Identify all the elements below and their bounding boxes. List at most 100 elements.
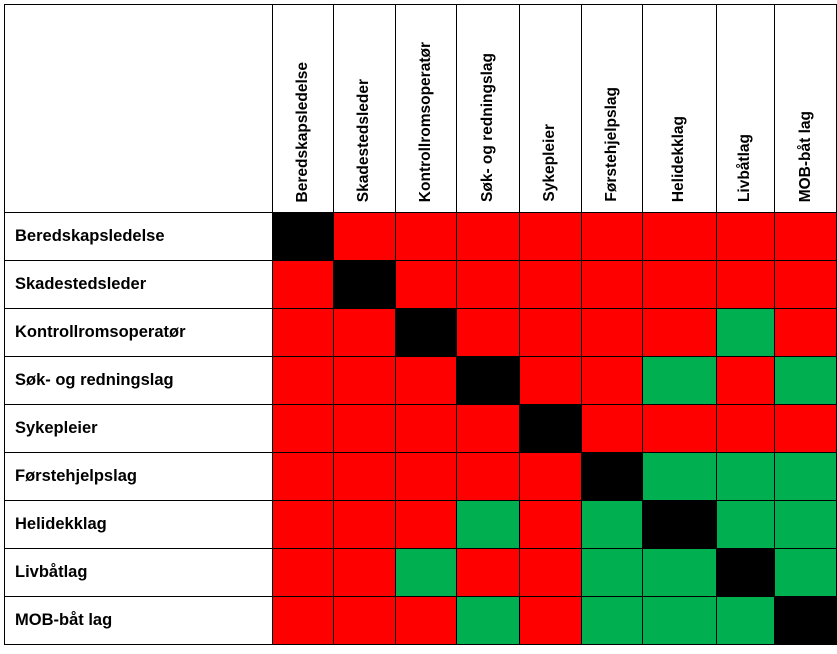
role-matrix-table: Beredskapsledelse Skadestedsleder Kontro… — [3, 4, 837, 645]
matrix-cell-red — [715, 260, 776, 309]
matrix-row: Kontrollromsoperatør — [3, 308, 837, 357]
matrix-cell-red — [642, 404, 717, 453]
matrix-cell-red — [518, 260, 582, 309]
column-header: Livbåtlag — [715, 4, 776, 213]
matrix-cell-red — [333, 548, 396, 597]
matrix-cell-green — [715, 308, 776, 357]
matrix-cell-green — [394, 548, 458, 597]
matrix-cell-red — [272, 308, 335, 357]
row-header: Søk- og redningslag — [3, 356, 274, 405]
matrix-cell-green — [642, 452, 717, 501]
matrix-cell-green — [642, 596, 717, 645]
column-header: Beredskapsledelse — [272, 4, 335, 213]
matrix-cell-red — [580, 212, 644, 261]
matrix-cell-red — [774, 212, 837, 261]
matrix-row: Helidekklag — [3, 500, 837, 549]
column-header-label: MOB-båt lag — [796, 110, 814, 202]
matrix-cell-red — [272, 548, 335, 597]
row-header: Sykepleier — [3, 404, 274, 453]
matrix-cell-green — [715, 500, 776, 549]
matrix-cell-red — [715, 356, 776, 405]
column-header: Kontrollromsoperatør — [394, 4, 458, 213]
matrix-cell-diagonal — [272, 212, 335, 261]
row-header: MOB-båt lag — [3, 596, 274, 645]
column-header: Skadestedsleder — [333, 4, 396, 213]
matrix-cell-diagonal — [580, 452, 644, 501]
matrix-cell-red — [518, 212, 582, 261]
column-header: Helidekklag — [642, 4, 717, 213]
matrix-cell-red — [518, 308, 582, 357]
matrix-cell-diagonal — [456, 356, 520, 405]
matrix-cell-green — [774, 452, 837, 501]
matrix-cell-green — [642, 356, 717, 405]
matrix-row: MOB-båt lag — [3, 596, 837, 645]
matrix-cell-red — [394, 452, 458, 501]
matrix-cell-green — [456, 500, 520, 549]
matrix-cell-red — [394, 596, 458, 645]
matrix-cell-red — [394, 212, 458, 261]
column-header: Sykepleier — [518, 4, 582, 213]
row-header: Førstehjelpslag — [3, 452, 274, 501]
row-header: Kontrollromsoperatør — [3, 308, 274, 357]
column-header: MOB-båt lag — [774, 4, 837, 213]
matrix-cell-green — [580, 596, 644, 645]
row-header: Beredskapsledelse — [3, 212, 274, 261]
matrix-cell-red — [518, 596, 582, 645]
row-header: Helidekklag — [3, 500, 274, 549]
matrix-cell-red — [518, 548, 582, 597]
matrix-body: Beredskapsledelse Skadestedsleder Kontroll… — [3, 212, 837, 645]
matrix-row: Sykepleier — [3, 404, 837, 453]
matrix-cell-diagonal — [394, 308, 458, 357]
column-header-label: Førstehjelpslag — [602, 87, 620, 202]
matrix-cell-diagonal — [715, 548, 776, 597]
matrix-cell-green — [580, 548, 644, 597]
matrix-cell-red — [394, 404, 458, 453]
matrix-cell-red — [272, 596, 335, 645]
matrix-row: Skadestedsleder — [3, 260, 837, 309]
matrix-cell-green — [774, 548, 837, 597]
column-header-label: Skadestedsleder — [355, 78, 373, 202]
matrix-cell-green — [715, 452, 776, 501]
matrix-cell-green — [715, 596, 776, 645]
matrix-cell-red — [456, 212, 520, 261]
matrix-cell-red — [333, 452, 396, 501]
matrix-cell-green — [456, 596, 520, 645]
matrix-cell-red — [715, 212, 776, 261]
matrix-cell-red — [518, 452, 582, 501]
matrix-cell-red — [774, 308, 837, 357]
corner-cell — [3, 4, 274, 213]
matrix-cell-red — [580, 404, 644, 453]
column-header-label: Kontrollromsoperatør — [416, 41, 434, 202]
row-header: Skadestedsleder — [3, 260, 274, 309]
matrix-cell-red — [715, 404, 776, 453]
matrix-cell-red — [272, 452, 335, 501]
matrix-cell-red — [642, 212, 717, 261]
matrix-cell-red — [456, 404, 520, 453]
matrix-cell-diagonal — [333, 260, 396, 309]
column-header: Søk- og redningslag — [456, 4, 520, 213]
column-header-label: Sykepleier — [541, 124, 559, 202]
matrix-cell-red — [456, 308, 520, 357]
matrix-cell-red — [456, 452, 520, 501]
matrix-cell-red — [333, 596, 396, 645]
matrix-cell-red — [456, 260, 520, 309]
matrix-cell-red — [333, 356, 396, 405]
column-header-label: Livbåtlag — [736, 133, 754, 202]
matrix-cell-red — [394, 356, 458, 405]
matrix-cell-diagonal — [642, 500, 717, 549]
matrix-cell-red — [333, 404, 396, 453]
matrix-cell-red — [580, 260, 644, 309]
matrix-cell-red — [333, 500, 396, 549]
matrix-cell-green — [774, 500, 837, 549]
matrix-cell-red — [394, 260, 458, 309]
matrix-cell-red — [272, 500, 335, 549]
column-header-label: Søk- og redningslag — [479, 53, 497, 202]
matrix-cell-red — [642, 260, 717, 309]
matrix-cell-red — [518, 500, 582, 549]
matrix-cell-green — [774, 356, 837, 405]
matrix-row: Førstehjelpslag — [3, 452, 837, 501]
column-header: Førstehjelpslag — [580, 4, 644, 213]
matrix-cell-red — [333, 212, 396, 261]
matrix-row: Livbåtlag — [3, 548, 837, 597]
matrix-cell-red — [272, 356, 335, 405]
